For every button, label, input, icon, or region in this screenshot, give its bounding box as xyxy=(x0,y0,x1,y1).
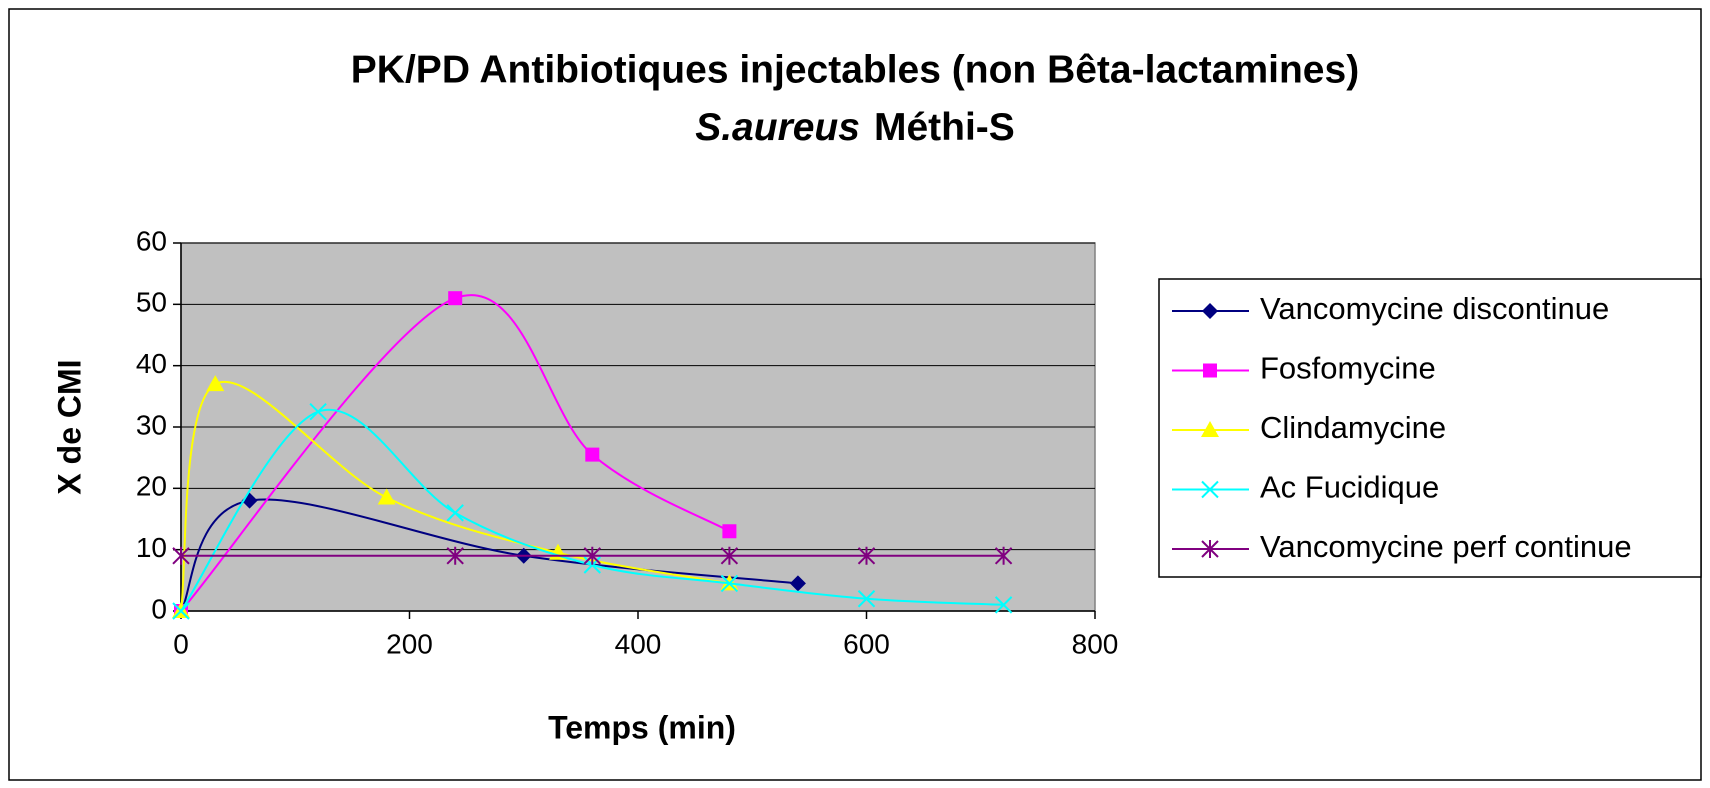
x-tick-label: 0 xyxy=(173,628,189,659)
marker xyxy=(789,575,806,592)
marker xyxy=(446,546,464,565)
marker xyxy=(857,590,876,608)
chart-title: PK/PD Antibiotiques injectables (non Bêt… xyxy=(351,48,1359,91)
y-tick-label: 10 xyxy=(136,532,167,563)
marker xyxy=(206,375,225,392)
legend-label: Fosfomycine xyxy=(1260,351,1436,386)
marker xyxy=(583,546,602,565)
marker xyxy=(994,596,1013,614)
marker xyxy=(1201,480,1219,499)
marker xyxy=(583,556,602,574)
marker xyxy=(857,546,876,565)
marker xyxy=(446,504,464,522)
series-line xyxy=(180,498,799,612)
marker xyxy=(309,402,327,421)
x-tick-label: 600 xyxy=(843,628,890,659)
y-tick-label: 30 xyxy=(136,409,167,440)
marker xyxy=(1203,363,1217,378)
subtitle: Méthi-S xyxy=(874,106,1015,149)
x-tick-label: 200 xyxy=(386,628,433,659)
marker xyxy=(994,546,1013,565)
marker xyxy=(172,602,190,620)
marker xyxy=(722,524,737,539)
chart-subtitle: S.aureus Méthi-S xyxy=(695,106,1015,149)
x-axis-label: Temps (min) xyxy=(548,709,736,745)
marker xyxy=(720,574,739,593)
y-tick-label: 40 xyxy=(136,348,167,379)
legend-box xyxy=(1158,278,1702,578)
marker xyxy=(720,546,739,565)
y-tick-label: 20 xyxy=(136,471,167,502)
y-tick-label: 50 xyxy=(136,287,167,318)
x-tick-label: 400 xyxy=(615,628,662,659)
legend-label: Vancomycine perf continue xyxy=(1260,529,1632,564)
y-axis-label: X de CMI xyxy=(51,359,87,494)
marker xyxy=(448,291,463,306)
marker xyxy=(585,447,600,462)
marker xyxy=(377,488,396,505)
x-tick-label: 800 xyxy=(1072,628,1119,659)
legend-label: Ac Fucidique xyxy=(1260,470,1439,505)
legend-label: Clindamycine xyxy=(1260,410,1446,445)
y-tick-label: 0 xyxy=(151,593,167,624)
y-tick-label: 60 xyxy=(136,225,167,256)
marker xyxy=(1201,421,1219,437)
series-line xyxy=(180,294,730,612)
marker xyxy=(1202,303,1218,319)
marker xyxy=(172,546,190,565)
subtitle-italic: S.aureus xyxy=(695,106,860,149)
legend-label: Vancomycine discontinue xyxy=(1260,291,1609,326)
series-line xyxy=(180,380,730,612)
marker xyxy=(1201,540,1219,558)
